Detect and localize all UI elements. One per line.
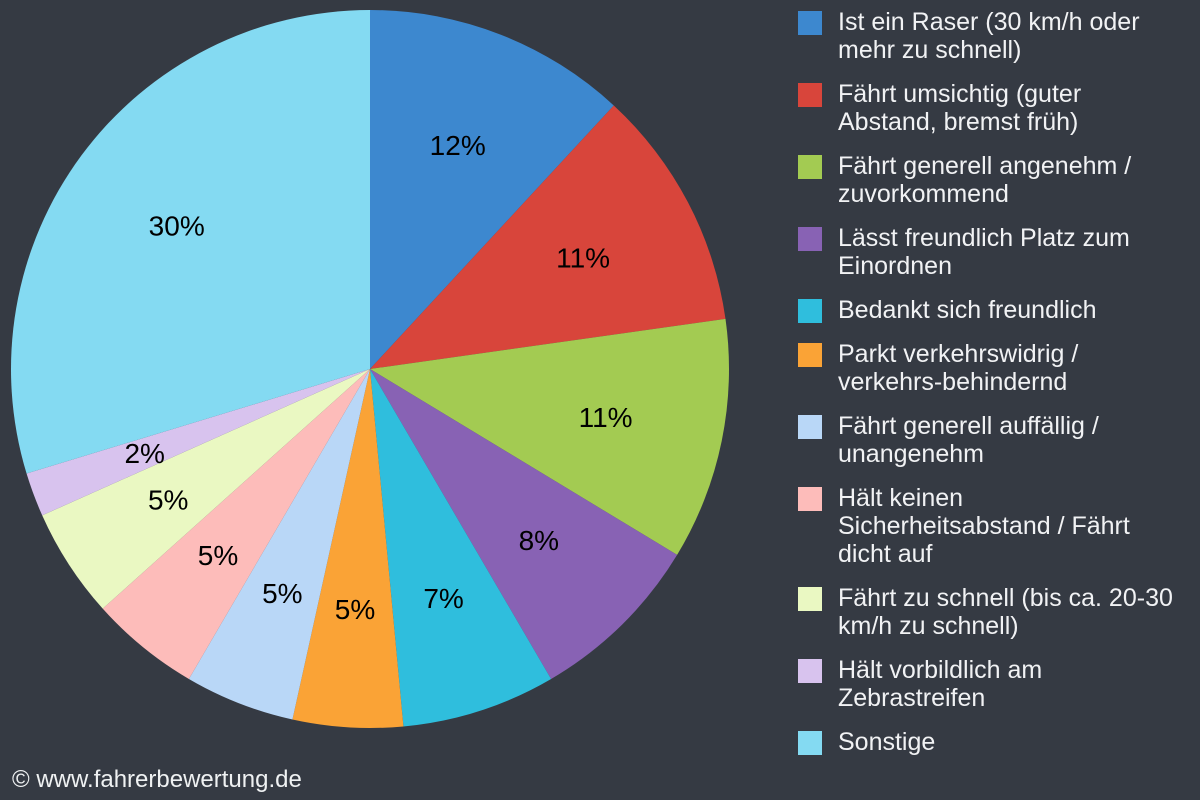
legend-swatch-1 (798, 83, 822, 107)
legend-swatch-10 (798, 731, 822, 755)
legend-label-6: Fährt generell auffällig / unangenehm (838, 412, 1099, 468)
pie-slice-label-5: 5% (335, 594, 375, 625)
legend-swatch-8 (798, 587, 822, 611)
legend-swatch-4 (798, 299, 822, 323)
legend-label-7: Hält keinen Sicherheitsabstand / Fährt d… (838, 484, 1130, 568)
legend-item-2: Fährt generell angenehm / zuvorkommend (798, 152, 1175, 208)
legend-swatch-9 (798, 659, 822, 683)
copyright-watermark: © www.fahrerbewertung.de (12, 766, 302, 793)
legend-label-2: Fährt generell angenehm / zuvorkommend (838, 152, 1132, 208)
pie-slice-label-1: 11% (556, 242, 610, 273)
pie-slice-label-3: 8% (519, 525, 559, 556)
pie-slice-8 (42, 369, 370, 609)
pie-chart: 12% 11% 11% 8% 7% 5% 5% 5% 5% 2% 30% (10, 10, 730, 728)
pie-slice-4 (370, 369, 552, 727)
legend-label-4: Bedankt sich freundlich (838, 296, 1097, 324)
pie-chart-area: 12% 11% 11% 8% 7% 5% 5% 5% 5% 2% 30% (10, 9, 730, 729)
legend: Ist ein Raser (30 km/h oder mehr zu schn… (798, 8, 1175, 756)
pie-slice-3 (370, 369, 678, 679)
legend-item-10: Sonstige (798, 728, 1175, 756)
legend-item-1: Fährt umsichtig (guter Abstand, bremst f… (798, 80, 1175, 136)
pie-slice-label-7: 5% (198, 540, 238, 571)
pie-slice-label-8: 5% (148, 485, 188, 516)
legend-swatch-5 (798, 343, 822, 367)
pie-slice-label-10: 30% (149, 211, 205, 242)
pie-slice-10 (10, 10, 371, 474)
legend-swatch-2 (798, 155, 822, 179)
pie-slice-label-4: 7% (423, 583, 463, 614)
pie-slice-label-9: 2% (124, 438, 164, 469)
legend-label-3: Lässt freundlich Platz zum Einordnen (838, 224, 1130, 280)
legend-label-1: Fährt umsichtig (guter Abstand, bremst f… (838, 80, 1082, 136)
legend-item-6: Fährt generell auffällig / unangenehm (798, 412, 1175, 468)
pie-slice-label-0: 12% (430, 130, 486, 161)
legend-item-0: Ist ein Raser (30 km/h oder mehr zu schn… (798, 8, 1175, 64)
legend-swatch-3 (798, 227, 822, 251)
pie-slice-label-6: 5% (262, 578, 302, 609)
legend-item-3: Lässt freundlich Platz zum Einordnen (798, 224, 1175, 280)
legend-swatch-7 (798, 487, 822, 511)
legend-item-7: Hält keinen Sicherheitsabstand / Fährt d… (798, 484, 1175, 568)
pie-slice-7 (102, 369, 371, 679)
pie-slice-label-2: 11% (579, 402, 633, 433)
legend-item-9: Hält vorbildlich am Zebrastreifen (798, 656, 1175, 712)
legend-label-8: Fährt zu schnell (bis ca. 20-30 km/h zu … (838, 584, 1173, 640)
legend-swatch-0 (798, 11, 822, 35)
pie-slice-5 (292, 369, 404, 728)
legend-label-10: Sonstige (838, 728, 936, 756)
pie-slice-9 (26, 369, 371, 516)
legend-swatch-6 (798, 415, 822, 439)
legend-item-4: Bedankt sich freundlich (798, 296, 1175, 324)
legend-item-5: Parkt verkehrswidrig / verkehrs-behinder… (798, 340, 1175, 396)
legend-label-0: Ist ein Raser (30 km/h oder mehr zu schn… (838, 8, 1140, 64)
pie-slice-6 (188, 369, 370, 720)
pie-slice-2 (370, 318, 730, 555)
legend-label-5: Parkt verkehrswidrig / verkehrs-behinder… (838, 340, 1079, 396)
legend-label-9: Hält vorbildlich am Zebrastreifen (838, 656, 1043, 712)
pie-slice-0 (370, 10, 614, 369)
legend-item-8: Fährt zu schnell (bis ca. 20-30 km/h zu … (798, 584, 1175, 640)
pie-slice-1 (370, 105, 726, 369)
